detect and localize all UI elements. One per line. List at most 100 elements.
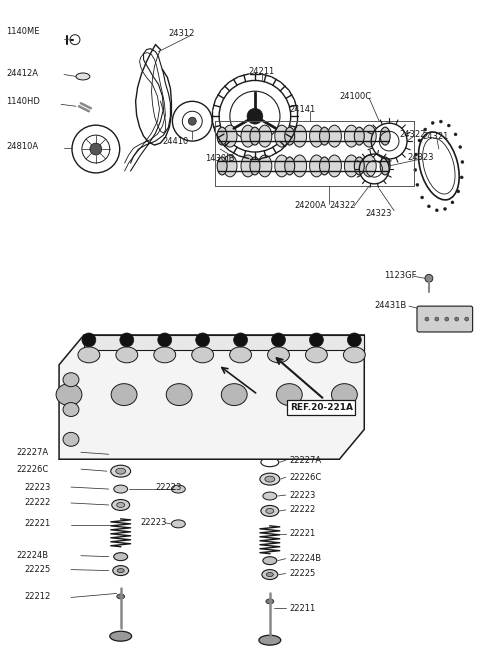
Ellipse shape bbox=[110, 631, 132, 641]
Ellipse shape bbox=[116, 347, 138, 363]
Ellipse shape bbox=[263, 492, 277, 500]
Circle shape bbox=[431, 121, 434, 124]
Text: 24323: 24323 bbox=[407, 153, 433, 162]
Circle shape bbox=[348, 333, 361, 347]
Text: 1140ME: 1140ME bbox=[6, 28, 40, 36]
Ellipse shape bbox=[221, 384, 247, 405]
Text: 22223: 22223 bbox=[141, 518, 167, 527]
Text: 24312: 24312 bbox=[168, 29, 195, 38]
Circle shape bbox=[188, 117, 196, 125]
Text: 24431B: 24431B bbox=[374, 301, 407, 310]
Ellipse shape bbox=[78, 347, 100, 363]
Ellipse shape bbox=[262, 570, 278, 580]
Circle shape bbox=[427, 205, 431, 208]
Text: 24412A: 24412A bbox=[6, 69, 38, 78]
Circle shape bbox=[120, 333, 134, 347]
Ellipse shape bbox=[293, 155, 307, 177]
Ellipse shape bbox=[117, 569, 124, 572]
Circle shape bbox=[420, 196, 424, 199]
Ellipse shape bbox=[320, 157, 329, 175]
Ellipse shape bbox=[56, 384, 82, 405]
Ellipse shape bbox=[63, 373, 79, 386]
Circle shape bbox=[465, 317, 468, 321]
Circle shape bbox=[415, 153, 418, 156]
Text: 24211: 24211 bbox=[248, 67, 274, 76]
Text: 24100C: 24100C bbox=[339, 92, 372, 101]
Ellipse shape bbox=[327, 125, 341, 147]
Text: 1430JB: 1430JB bbox=[205, 155, 235, 164]
Circle shape bbox=[447, 124, 450, 127]
Ellipse shape bbox=[362, 125, 376, 147]
Ellipse shape bbox=[192, 347, 214, 363]
Text: 24321: 24321 bbox=[422, 132, 448, 141]
Text: 22226C: 22226C bbox=[16, 464, 48, 474]
Circle shape bbox=[424, 128, 427, 131]
Circle shape bbox=[418, 139, 421, 142]
Text: 22227A: 22227A bbox=[290, 456, 322, 465]
Circle shape bbox=[272, 333, 286, 347]
Ellipse shape bbox=[354, 157, 364, 175]
Ellipse shape bbox=[344, 125, 358, 147]
Ellipse shape bbox=[111, 465, 131, 477]
Text: 24322: 24322 bbox=[329, 201, 356, 210]
Ellipse shape bbox=[362, 155, 376, 177]
Circle shape bbox=[310, 333, 324, 347]
Circle shape bbox=[247, 108, 263, 124]
Circle shape bbox=[444, 208, 446, 210]
Ellipse shape bbox=[112, 500, 130, 510]
Circle shape bbox=[451, 201, 454, 204]
Ellipse shape bbox=[116, 468, 126, 474]
Ellipse shape bbox=[310, 125, 324, 147]
Text: 22227A: 22227A bbox=[16, 448, 48, 457]
Text: 22226C: 22226C bbox=[290, 473, 322, 481]
Ellipse shape bbox=[217, 127, 227, 145]
Circle shape bbox=[90, 143, 102, 155]
Circle shape bbox=[414, 168, 417, 172]
Text: 24322: 24322 bbox=[399, 130, 425, 139]
Text: 22221: 22221 bbox=[24, 519, 50, 529]
Circle shape bbox=[439, 120, 443, 123]
Circle shape bbox=[445, 317, 449, 321]
Ellipse shape bbox=[258, 155, 272, 177]
Ellipse shape bbox=[250, 157, 260, 175]
Text: 22224B: 22224B bbox=[16, 551, 48, 560]
Ellipse shape bbox=[260, 473, 280, 485]
Ellipse shape bbox=[320, 127, 329, 145]
Ellipse shape bbox=[166, 384, 192, 405]
Polygon shape bbox=[84, 335, 364, 350]
Circle shape bbox=[461, 160, 464, 164]
Ellipse shape bbox=[259, 635, 281, 645]
Polygon shape bbox=[59, 335, 364, 459]
Text: 22212: 22212 bbox=[24, 592, 50, 601]
Text: 22223: 22223 bbox=[290, 491, 316, 500]
Text: 22223: 22223 bbox=[24, 483, 50, 491]
Circle shape bbox=[455, 317, 459, 321]
Circle shape bbox=[425, 274, 433, 282]
Text: 1123GF: 1123GF bbox=[384, 271, 417, 280]
Ellipse shape bbox=[261, 506, 279, 516]
Ellipse shape bbox=[266, 508, 274, 514]
Ellipse shape bbox=[310, 155, 324, 177]
Ellipse shape bbox=[117, 594, 125, 599]
Ellipse shape bbox=[263, 557, 277, 565]
Ellipse shape bbox=[241, 155, 255, 177]
Ellipse shape bbox=[285, 127, 295, 145]
Ellipse shape bbox=[344, 155, 358, 177]
Circle shape bbox=[234, 333, 248, 347]
Ellipse shape bbox=[223, 125, 237, 147]
Text: 24410: 24410 bbox=[162, 137, 189, 145]
Ellipse shape bbox=[265, 476, 275, 482]
Ellipse shape bbox=[266, 572, 273, 576]
Ellipse shape bbox=[117, 502, 125, 508]
Text: 24810A: 24810A bbox=[6, 141, 38, 151]
Ellipse shape bbox=[229, 347, 252, 363]
Ellipse shape bbox=[154, 347, 176, 363]
Ellipse shape bbox=[327, 155, 341, 177]
Ellipse shape bbox=[111, 384, 137, 405]
Text: 22225: 22225 bbox=[290, 569, 316, 578]
Ellipse shape bbox=[275, 125, 288, 147]
Text: 22223: 22223 bbox=[156, 483, 182, 491]
Text: 22224B: 22224B bbox=[290, 554, 322, 563]
Ellipse shape bbox=[171, 520, 185, 528]
Ellipse shape bbox=[343, 347, 365, 363]
